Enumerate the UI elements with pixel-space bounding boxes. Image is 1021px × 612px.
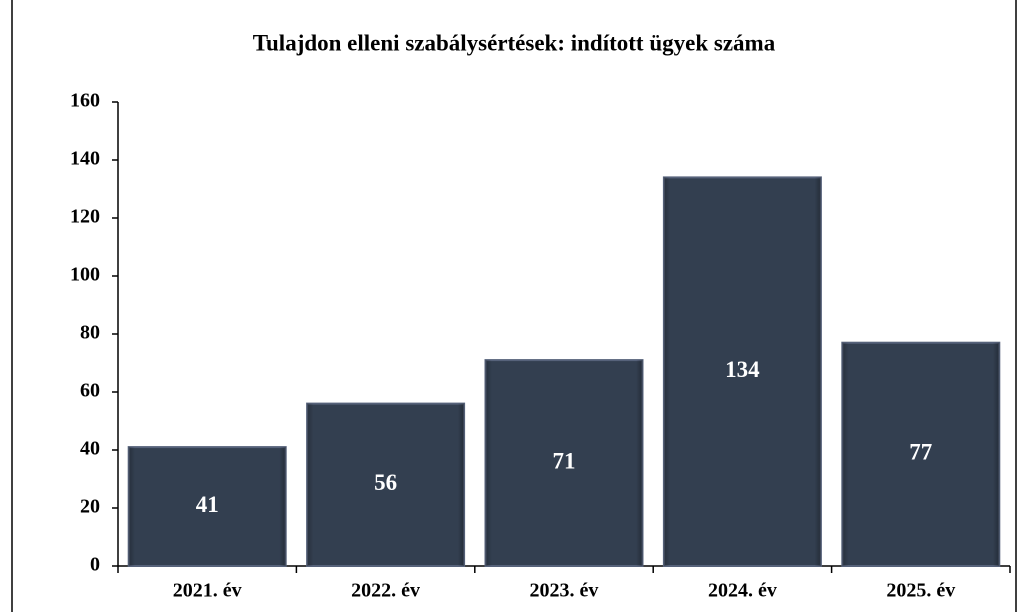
value-label: 56 [374,470,397,495]
value-label: 71 [553,448,576,473]
y-tick-label: 80 [80,322,100,344]
x-tick-label: 2021. év [173,580,242,602]
y-tick-label: 20 [80,496,100,518]
chart-title: Tulajdon elleni szabálysértések: indítot… [253,30,776,55]
y-tick-label: 120 [70,206,100,228]
y-tick-label: 0 [90,554,100,576]
x-tick-label: 2025. év [886,580,955,602]
value-label: 41 [196,492,219,517]
value-label: 77 [909,440,932,465]
x-tick-label: 2023. év [530,580,599,602]
y-tick-label: 60 [80,380,100,402]
x-tick-label: 2024. év [708,580,777,602]
y-tick-label: 160 [70,90,100,112]
y-tick-label: 40 [80,438,100,460]
y-tick-label: 100 [70,264,100,286]
chart: Tulajdon elleni szabálysértések: indítot… [0,0,1021,612]
x-tick-label: 2022. év [351,580,420,602]
y-tick-label: 140 [70,148,100,170]
value-label: 134 [725,357,760,382]
